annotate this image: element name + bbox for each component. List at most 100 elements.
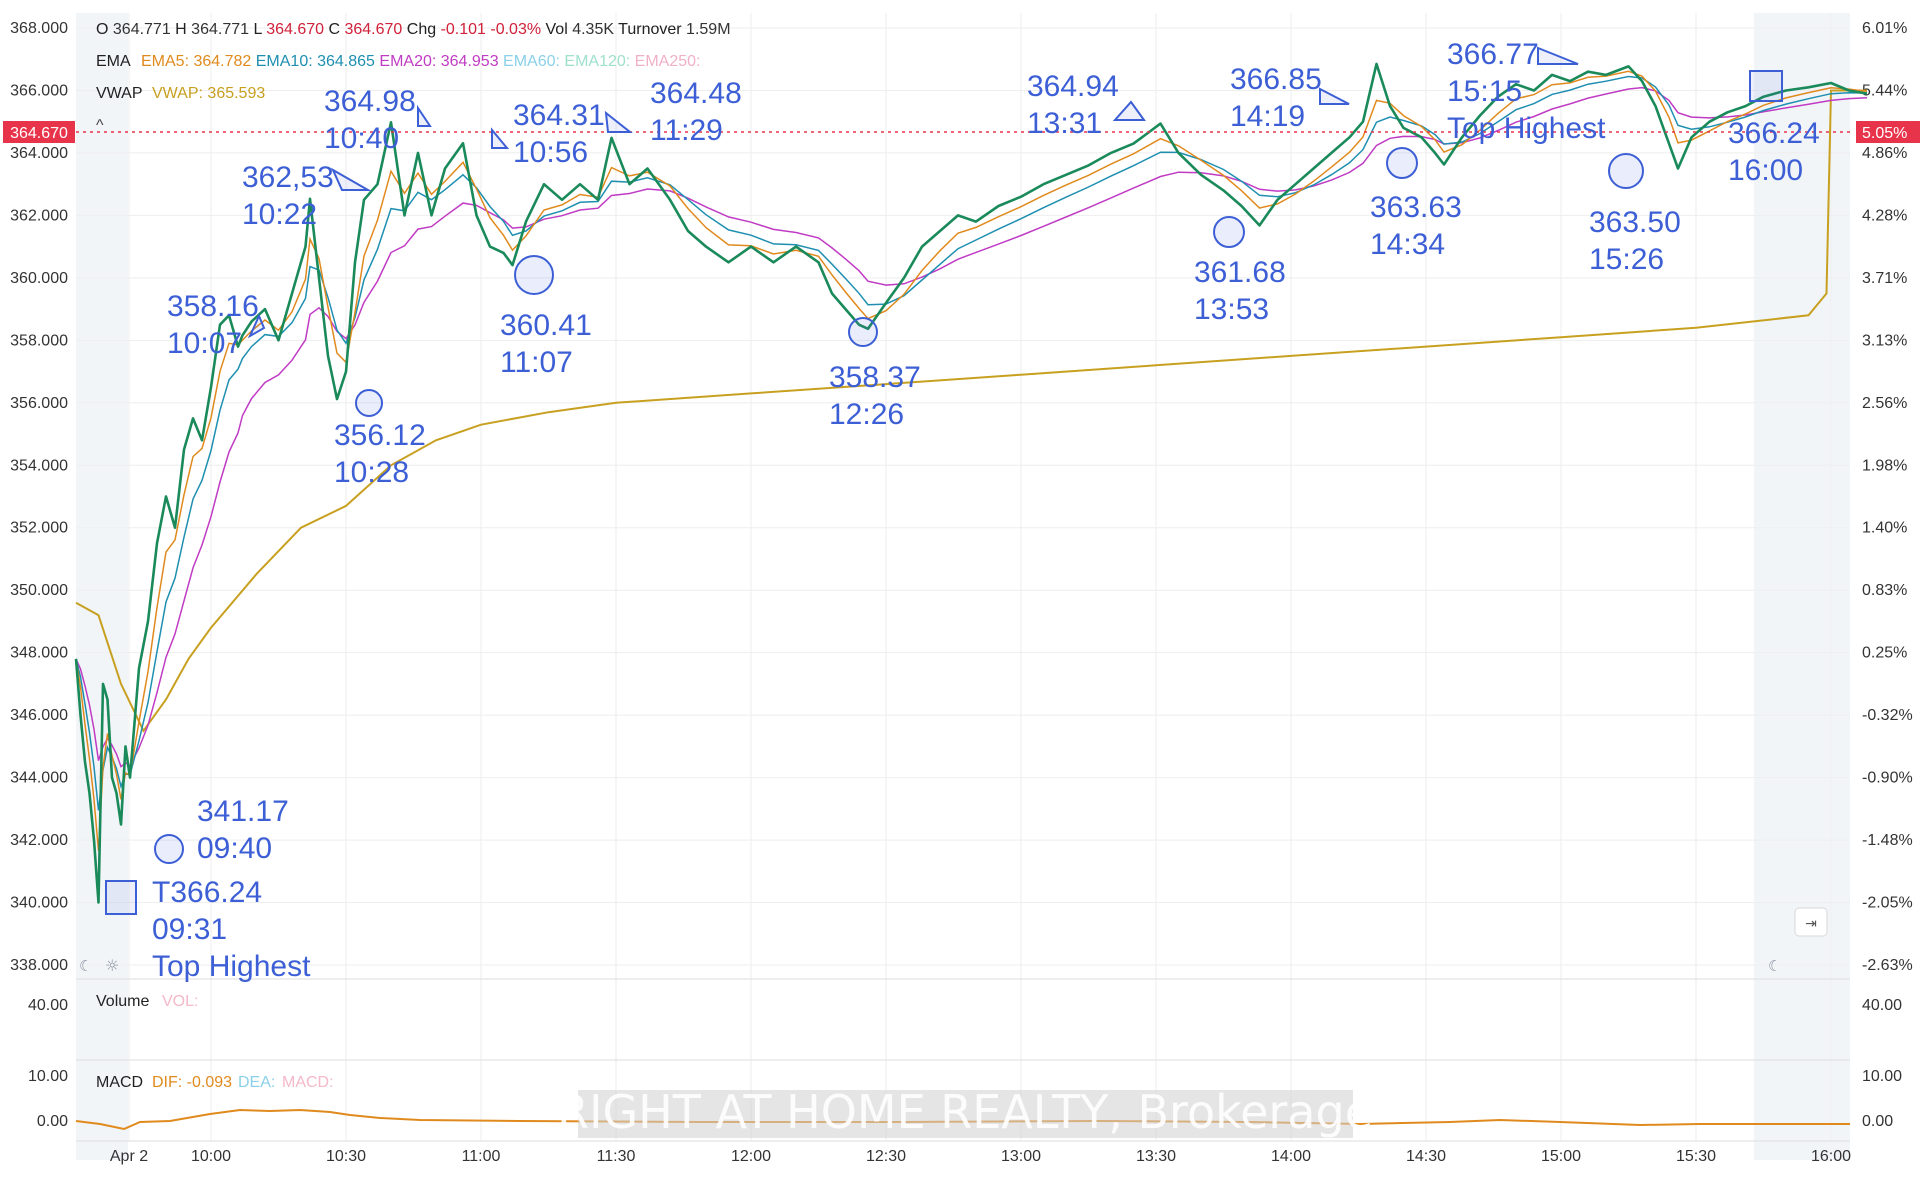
ohlc-value: 364.670 [266, 21, 328, 38]
vwap-line [75, 89, 1867, 733]
annotation-time: 13:31 [1027, 107, 1102, 140]
price-tick-label: 358.000 [10, 332, 68, 349]
price-tick-label: 352.000 [10, 520, 68, 537]
time-tick-label: 15:30 [1676, 1148, 1716, 1165]
price-tick-label: 364.000 [10, 145, 68, 162]
high-marker-triangle [1537, 46, 1579, 65]
ema-legend-item: EMA250: [635, 53, 701, 70]
ema20-line [75, 86, 1868, 768]
high-marker-triangle [491, 127, 510, 149]
time-tick-label: 12:00 [731, 1148, 771, 1165]
sun-icon[interactable]: ☼ [105, 956, 119, 975]
ohlc-value: 364.771 [191, 21, 253, 38]
moon-icon-right[interactable]: ☾ [1768, 957, 1781, 975]
ohlc-value: 1.59M [686, 21, 730, 38]
vwap-legend-item: VWAP: 365.593 [152, 85, 265, 102]
volume-axis-right-tick: 40.00 [1862, 997, 1902, 1014]
time-tick-label: 13:00 [1001, 1148, 1041, 1165]
time-tick-label: 11:00 [462, 1148, 501, 1165]
percent-tick-label: 5.44% [1862, 82, 1907, 99]
ohlc-value: 4.35K [572, 21, 618, 38]
annotation-price: 364.48 [650, 77, 742, 110]
ema10-line [75, 75, 1868, 811]
price-tick-label: 368.000 [10, 20, 68, 37]
annotation-price: 364.31 [513, 99, 605, 132]
percent-tick-label: 3.13% [1862, 332, 1907, 349]
annotation-price: 362,53 [242, 161, 334, 194]
annotation-time: 09:40 [197, 832, 272, 865]
ema-title: EMA [96, 53, 131, 70]
high-marker-triangle [330, 167, 372, 191]
macd-dif: DIF: -0.093 [152, 1074, 232, 1091]
time-tick-label: Apr 2 [110, 1148, 148, 1165]
annotation-time: 10:07 [167, 327, 242, 360]
percent-tick-label: 0.83% [1862, 582, 1907, 599]
price-tick-label: 350.000 [10, 582, 68, 599]
moon-icon[interactable]: ☾ [79, 957, 92, 975]
ohlc-label: H [175, 21, 191, 38]
top-marker-square [1749, 70, 1783, 102]
macd-dea: DEA: [238, 1074, 275, 1091]
ema-legend-item: EMA60: [503, 53, 564, 70]
percent-tick-label: -1.48% [1862, 832, 1913, 849]
last-price-left-label: 364.670 [10, 125, 68, 142]
annotation-time: 09:31 [152, 913, 227, 946]
low-marker-circle [1608, 153, 1644, 189]
percent-tick-label: -2.63% [1862, 957, 1913, 974]
percent-tick-label: 4.86% [1862, 145, 1907, 162]
annotation-time: 10:56 [513, 136, 588, 169]
ohlc-label: O [96, 21, 113, 38]
low-marker-circle [1213, 216, 1245, 248]
time-axis: Apr 2 10:00 10:30 11:00 11:30 12:00 12:30 13:00… [110, 1148, 1851, 1165]
ema-values: EMA5: 364.782 EMA10: 364.865 EMA20: 364.… [141, 53, 700, 70]
top-marker-square [105, 880, 137, 915]
high-marker-triangle [1319, 87, 1350, 105]
ohlc-value: 364.670 [344, 21, 406, 38]
ohlc-label: C [328, 21, 344, 38]
time-tick-label: 13:30 [1136, 1148, 1176, 1165]
time-tick-label: 12:30 [866, 1148, 906, 1165]
time-tick-label: 14:00 [1271, 1148, 1311, 1165]
low-marker-circle [154, 834, 184, 864]
last-price-left-badge [3, 121, 75, 144]
collapse-legend-caret[interactable]: ^ [96, 117, 104, 134]
macd-title: MACD [96, 1074, 143, 1091]
price-lines [74, 62, 1868, 904]
annotation-time: 14:19 [1230, 100, 1305, 133]
annotation-time: 12:26 [829, 398, 904, 431]
high-marker-triangle [604, 110, 633, 133]
grid [76, 13, 1850, 1141]
ohlc-label: L [253, 21, 266, 38]
percent-tick-label: -0.90% [1862, 770, 1913, 787]
annotation-price: 341.17 [197, 795, 289, 828]
price-tick-label: 366.000 [10, 82, 68, 99]
annotation-price: 358.37 [829, 361, 921, 394]
ohlc-value: -0.03% [490, 21, 545, 38]
afterhours-shade [1754, 13, 1850, 1160]
high-marker-triangle [1112, 100, 1146, 121]
annotation-price: 364.98 [324, 85, 416, 118]
last-price-right-badge [1856, 121, 1920, 144]
last-price-marker: 364.670 5.05% [3, 121, 1920, 144]
percent-tick-label: 1.98% [1862, 457, 1907, 474]
volume-title: Volume [96, 993, 149, 1010]
macd-axis-left-tick-0: 0.00 [37, 1113, 68, 1130]
scroll-to-latest-button[interactable]: ⇥ [1794, 907, 1828, 937]
vwap-title: VWAP [96, 85, 143, 102]
price-tick-label: 348.000 [10, 645, 68, 662]
low-marker-circle [1386, 147, 1418, 179]
annotation-time: 16:00 [1728, 154, 1803, 187]
ohlc-label: Turnover [618, 21, 686, 38]
time-tick-label: 14:30 [1406, 1148, 1446, 1165]
ema-legend-item: EMA5: 364.782 [141, 53, 256, 70]
watermark: RIGHT AT HOME REALTY, Brokerage [557, 1085, 1373, 1139]
high-marker-triangle [247, 313, 266, 339]
ema-legend[interactable]: EMA EMA5: 364.782 EMA10: 364.865 EMA20: … [96, 53, 700, 70]
ohlc-label: Vol [546, 21, 573, 38]
annotation-extra: Top Highest [152, 950, 311, 983]
volume-value: VOL: [162, 993, 198, 1010]
time-tick-label: 16:00 [1811, 1148, 1851, 1165]
vwap-legend[interactable]: VWAP VWAP: 365.593 [96, 85, 265, 102]
annotation-price: 363.63 [1370, 191, 1462, 224]
